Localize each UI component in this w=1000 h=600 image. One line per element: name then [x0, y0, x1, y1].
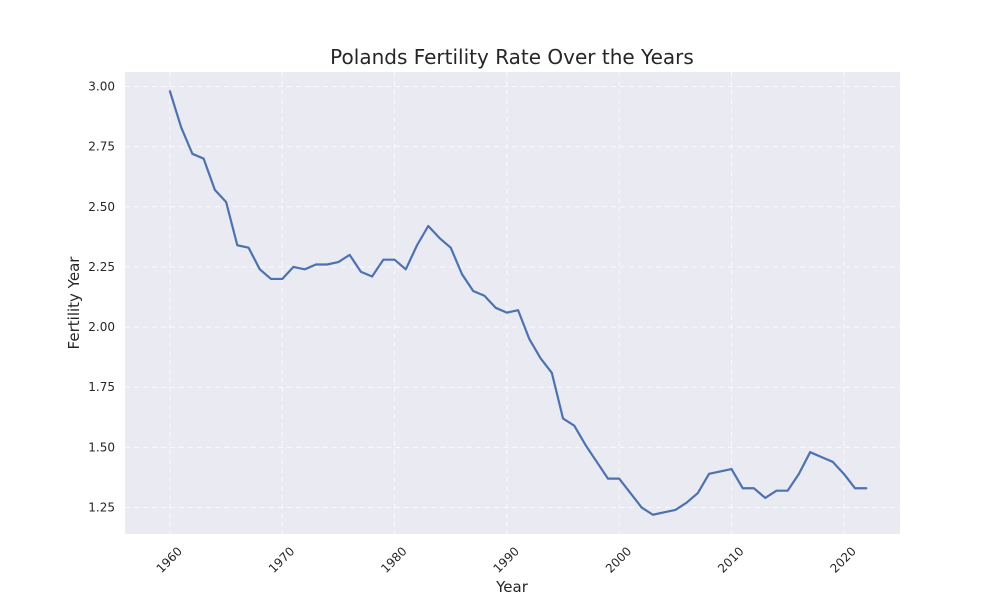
grid-layer — [125, 72, 900, 534]
plot-area — [125, 72, 900, 534]
y-tick-label: 3.00 — [88, 79, 115, 93]
x-tick-label: 2020 — [827, 544, 858, 575]
chart-title: Polands Fertility Rate Over the Years — [330, 45, 694, 69]
x-tick-label: 1970 — [266, 544, 297, 575]
series-line — [168, 90, 868, 516]
y-tick-label: 2.50 — [88, 200, 115, 214]
y-tick-label: 1.25 — [88, 501, 115, 515]
y-tick-label: 2.75 — [88, 140, 115, 154]
y-axis-label: Fertility Year — [65, 256, 83, 350]
x-tick-label: 1980 — [378, 544, 409, 575]
y-tick-label: 1.75 — [88, 380, 115, 394]
y-tick-label: 1.50 — [88, 440, 115, 454]
x-axis-label: Year — [495, 578, 529, 596]
y-tick-label: 2.00 — [88, 320, 115, 334]
x-tick-label: 2010 — [715, 544, 746, 575]
x-tick-label: 1990 — [491, 544, 522, 575]
x-tick-label: 1960 — [154, 544, 185, 575]
x-tick-label: 2000 — [603, 544, 634, 575]
y-tick-label: 2.25 — [88, 260, 115, 274]
